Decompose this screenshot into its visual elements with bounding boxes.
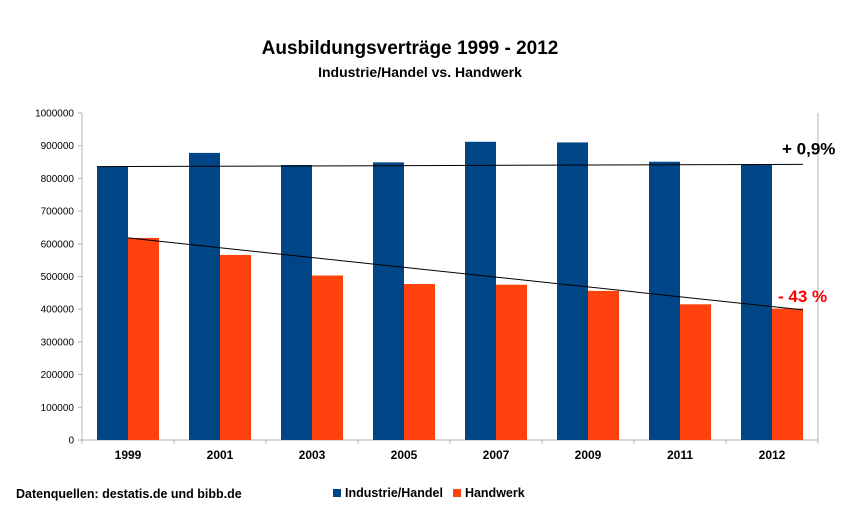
bar-handwerk-2009: [588, 290, 619, 440]
x-tick-label-2009: 2009: [575, 448, 602, 462]
chart-legend: Industrie/Handel Handwerk: [333, 486, 535, 500]
x-tick-label-2005: 2005: [391, 448, 418, 462]
y-tick-label-6: 600000: [41, 239, 75, 250]
x-tick-label-2003: 2003: [299, 448, 326, 462]
x-tick-label-1999: 1999: [115, 448, 142, 462]
y-tick-label-9: 900000: [41, 141, 75, 152]
y-tick-label-3: 300000: [41, 337, 75, 348]
y-tick-label-10: 1000000: [35, 109, 74, 120]
chart-subtitle: Industrie/Handel vs. Handwerk: [318, 64, 522, 80]
bar-industrie-handel-2011: [649, 161, 680, 440]
trendline-handwerk: [127, 237, 804, 311]
data-source-note: Datenquellen: destatis.de und bibb.de: [16, 487, 242, 501]
y-tick-label-0: 0: [68, 436, 74, 447]
y-tick-label-5: 500000: [41, 272, 75, 283]
bar-handwerk-2005: [404, 284, 435, 440]
bar-industrie-handel-2005: [373, 162, 404, 440]
trendline-industrie-handel: [96, 163, 804, 168]
y-tick-label-7: 700000: [41, 207, 75, 218]
bar-handwerk-1999: [128, 237, 159, 440]
trend-label-industrie-handel: + 0,9%: [782, 139, 835, 158]
legend-swatch-industrie: [333, 489, 341, 497]
y-tick-label-4: 400000: [41, 305, 75, 316]
x-tick-label-2011: 2011: [667, 448, 693, 462]
legend-label-industrie: Industrie/Handel: [345, 486, 443, 500]
bar-handwerk-2001: [220, 254, 251, 440]
bar-industrie-handel-2001: [189, 152, 220, 441]
legend-swatch-handwerk: [452, 489, 461, 497]
trend-label-handwerk: - 43 %: [778, 287, 827, 306]
bar-industrie-handel-2012: [741, 164, 772, 441]
bar-handwerk-2012: [772, 308, 803, 440]
bar-handwerk-2011: [680, 304, 711, 440]
x-tick-label-2012: 2012: [759, 448, 786, 462]
bar-industrie-handel-2007: [465, 141, 496, 440]
chart-title: Ausbildungsverträge 1999 - 2012: [261, 38, 559, 59]
bar-handwerk-2003: [312, 275, 343, 440]
bar-industrie-handel-2003: [281, 164, 312, 441]
legend-item-handwerk: Handwerk: [452, 486, 525, 500]
legend-label-handwerk: Handwerk: [464, 486, 525, 500]
x-tick-label-2001: 2001: [207, 448, 234, 462]
y-tick-label-2: 200000: [41, 370, 75, 381]
x-tick-label-2007: 2007: [483, 448, 510, 462]
bar-handwerk-2007: [496, 284, 527, 440]
bar-industrie-handel-2009: [557, 142, 588, 440]
legend-item-industrie: Industrie/Handel: [333, 486, 443, 500]
y-tick-label-1: 100000: [41, 403, 75, 414]
y-tick-label-8: 800000: [41, 174, 75, 185]
bar-industrie-handel-1999: [97, 166, 128, 441]
